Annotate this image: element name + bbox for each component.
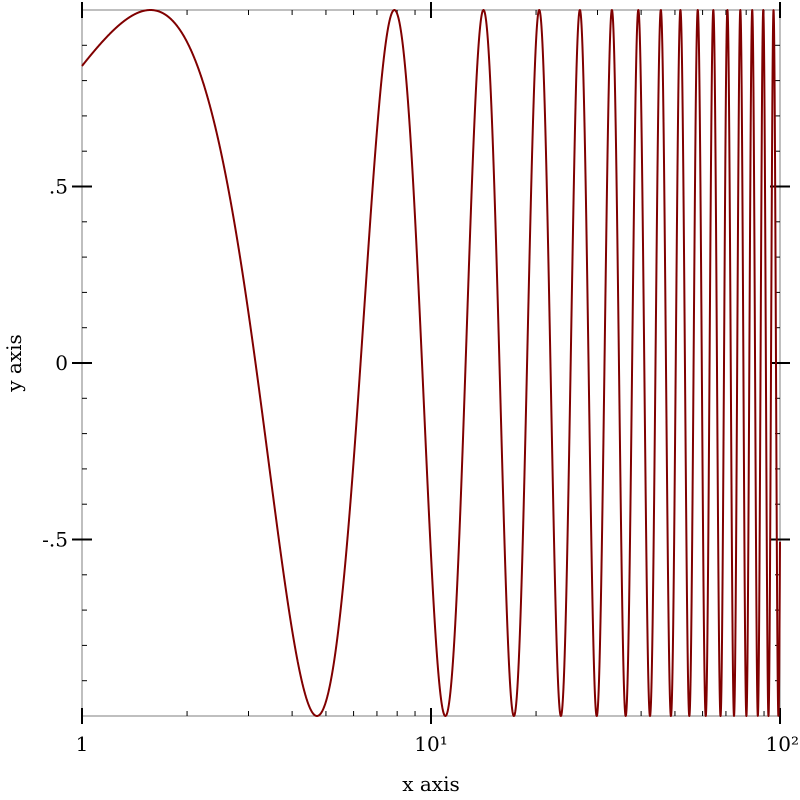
y-axis-label: y axis xyxy=(2,334,26,393)
x-tick-label: 1 xyxy=(76,732,89,756)
y-tick-label: -.5 xyxy=(42,528,68,552)
major-ticks xyxy=(72,2,790,724)
y-tick-label: .5 xyxy=(49,175,68,199)
x-axis-label: x axis xyxy=(402,772,460,796)
series-line-sin xyxy=(81,9,781,717)
x-tick-labels: 1 10¹ 10² xyxy=(76,732,799,756)
y-tick-labels: .5 0 -.5 xyxy=(42,175,68,552)
x-tick-label: 10² xyxy=(766,732,799,756)
y-tick-label: 0 xyxy=(55,351,68,375)
x-tick-label: 10¹ xyxy=(414,732,447,756)
